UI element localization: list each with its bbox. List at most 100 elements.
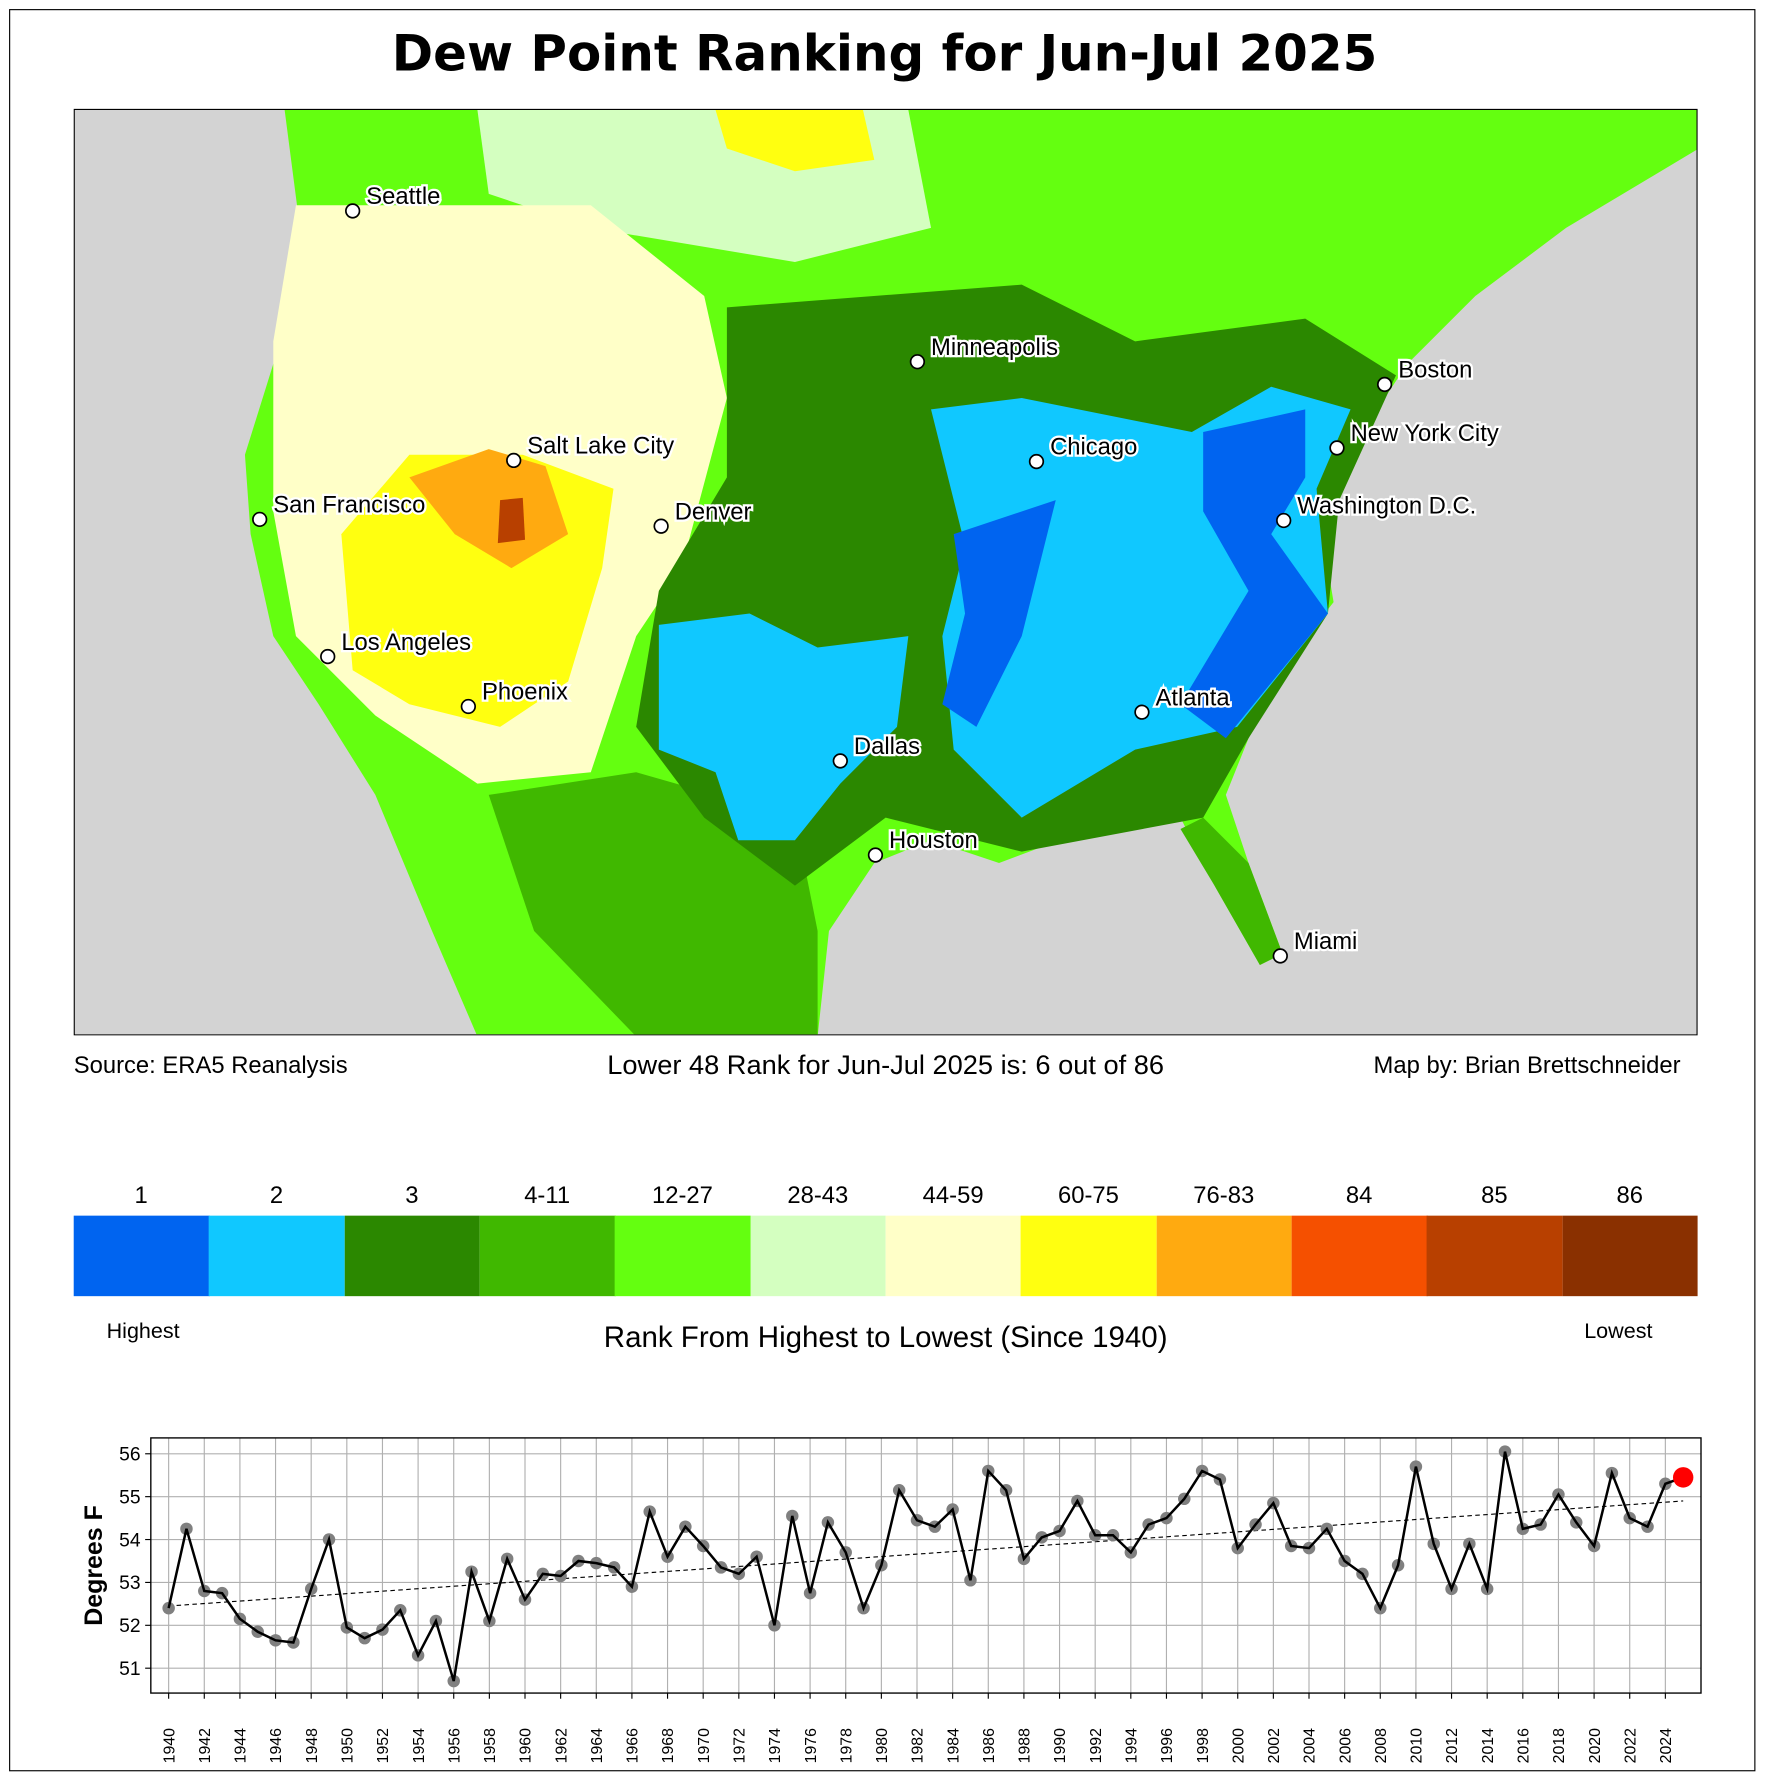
city-marker bbox=[320, 648, 336, 665]
y-tick-label: 55 bbox=[119, 1487, 140, 1508]
x-tick-label: 2024 bbox=[1658, 1728, 1675, 1763]
y-tick-label: 53 bbox=[119, 1573, 140, 1594]
region-south-lightblue bbox=[658, 613, 909, 841]
region-florida bbox=[1180, 817, 1283, 966]
city-label: Los Angeles bbox=[341, 629, 471, 656]
city-marker bbox=[1329, 440, 1345, 456]
x-tick-label: 1964 bbox=[589, 1728, 606, 1763]
x-tick-label: 1952 bbox=[375, 1728, 392, 1763]
x-tick-label: 1996 bbox=[1159, 1728, 1176, 1763]
city-marker bbox=[506, 452, 522, 469]
x-tick-label: 1942 bbox=[197, 1728, 214, 1763]
city-label: Washington D.C. bbox=[1297, 493, 1476, 520]
city-label: Seattle bbox=[366, 183, 440, 210]
city-marker bbox=[1376, 376, 1393, 393]
region-west-red bbox=[497, 497, 526, 544]
city-label: Minneapolis bbox=[931, 334, 1058, 361]
region-west-orange bbox=[409, 449, 569, 569]
city-label: Phoenix bbox=[482, 679, 568, 706]
city-label: New York City bbox=[1351, 420, 1499, 447]
figure-border bbox=[9, 9, 1756, 1772]
city-label: Boston bbox=[1398, 357, 1472, 384]
city-label: Atlanta bbox=[1156, 684, 1231, 711]
x-tick-label: 1988 bbox=[1017, 1728, 1034, 1763]
colorbar-bin bbox=[344, 1215, 481, 1297]
y-tick-label: 51 bbox=[119, 1659, 140, 1680]
x-tick-label: 2012 bbox=[1444, 1728, 1461, 1763]
x-tick-label: 1994 bbox=[1123, 1728, 1140, 1763]
x-tick-label: 2010 bbox=[1409, 1728, 1426, 1763]
y-tick-label: 52 bbox=[119, 1616, 140, 1637]
city-marker bbox=[653, 518, 669, 534]
city-label: Salt Lake City bbox=[527, 433, 674, 460]
colorbar-bin-label: 76-83 bbox=[1193, 1182, 1255, 1209]
map-svg: Seattle San Francisco Los Angeles Phoenix Sa… bbox=[74, 109, 1697, 1035]
colorbar-high-label: Lowest bbox=[1584, 1319, 1653, 1344]
colorbar-bin-label: 2 bbox=[269, 1182, 284, 1209]
x-tick-label: 1976 bbox=[803, 1728, 820, 1763]
trend-line bbox=[168, 1500, 1684, 1607]
city-marker bbox=[1134, 704, 1150, 720]
region-canada-yellow bbox=[715, 109, 875, 172]
city-label: San Francisco bbox=[273, 492, 425, 519]
colorbar-bin-label: 4-11 bbox=[524, 1182, 571, 1209]
x-tick-label: 2000 bbox=[1230, 1728, 1247, 1763]
colorbar-bin-label: 44-59 bbox=[922, 1182, 984, 1209]
colorbar-bin bbox=[615, 1215, 751, 1297]
colorbar-bin bbox=[750, 1215, 887, 1297]
colorbar-bin-label: 1 bbox=[134, 1182, 148, 1209]
x-tick-label: 2008 bbox=[1373, 1728, 1390, 1763]
colorbar-bin bbox=[73, 1215, 210, 1297]
x-tick-label: 1950 bbox=[339, 1728, 356, 1763]
colorbar-low-label: Highest bbox=[106, 1319, 180, 1344]
city-label: Denver bbox=[675, 498, 752, 525]
colorbar-bin-label: 85 bbox=[1481, 1182, 1508, 1209]
y-tick-label: 56 bbox=[119, 1445, 140, 1466]
city-label: Miami bbox=[1294, 928, 1357, 955]
x-tick-label: 2006 bbox=[1337, 1728, 1354, 1763]
x-tick-label: 1982 bbox=[910, 1728, 927, 1763]
x-tick-label: 2014 bbox=[1480, 1728, 1497, 1763]
rank-map: Seattle San Francisco Los Angeles Phoenix Sa… bbox=[73, 108, 1698, 1036]
data-point bbox=[162, 1601, 175, 1615]
colorbar-bin bbox=[885, 1215, 1022, 1297]
highlight-point bbox=[1672, 1467, 1694, 1488]
colorbar-bin bbox=[479, 1215, 616, 1297]
city-marker bbox=[1272, 948, 1288, 964]
city-marker bbox=[909, 354, 926, 370]
x-tick-label: 1954 bbox=[411, 1728, 428, 1763]
credit-note: Map by: Brian Brettschneider bbox=[1373, 1052, 1681, 1079]
x-tick-label: 1968 bbox=[660, 1728, 677, 1763]
y-axis-label: Degrees F bbox=[80, 1505, 108, 1626]
colorbar-bin-label: 86 bbox=[1616, 1182, 1643, 1209]
colorbar-bin bbox=[1156, 1215, 1293, 1297]
city-marker bbox=[460, 698, 476, 715]
colorbar-bin bbox=[1020, 1215, 1157, 1297]
colorbar-bin bbox=[1291, 1215, 1428, 1297]
colorbar-bin-label: 28-43 bbox=[787, 1182, 849, 1209]
region-east-darkblue bbox=[1180, 409, 1328, 739]
x-tick-label: 1948 bbox=[304, 1728, 321, 1763]
x-tick-label: 1940 bbox=[161, 1728, 178, 1763]
colorbar-caption: Rank From Highest to Lowest (Since 1940) bbox=[603, 1319, 1168, 1354]
city-label: Dallas bbox=[854, 733, 920, 760]
colorbar-bin bbox=[209, 1215, 345, 1297]
x-tick-label: 1956 bbox=[446, 1728, 463, 1763]
city-markers: Seattle San Francisco Los Angeles Phoenix Sa… bbox=[252, 181, 1501, 964]
x-tick-label: 2018 bbox=[1551, 1728, 1568, 1763]
x-tick-label: 1966 bbox=[625, 1728, 642, 1763]
city-label: Chicago bbox=[1050, 434, 1137, 461]
x-tick-label: 2022 bbox=[1622, 1728, 1639, 1763]
city-marker bbox=[867, 847, 884, 863]
x-tick-label: 1972 bbox=[731, 1728, 748, 1763]
city-marker bbox=[252, 511, 268, 528]
region-mid-darkblue bbox=[942, 500, 1056, 727]
x-tick-label: 1970 bbox=[696, 1728, 713, 1763]
x-tick-label: 1984 bbox=[945, 1728, 962, 1763]
source-note: Source: ERA5 Reanalysis bbox=[73, 1052, 348, 1079]
colorbar-bin-label: 84 bbox=[1345, 1182, 1373, 1209]
x-tick-label: 1974 bbox=[767, 1728, 784, 1763]
city-marker bbox=[345, 203, 361, 219]
